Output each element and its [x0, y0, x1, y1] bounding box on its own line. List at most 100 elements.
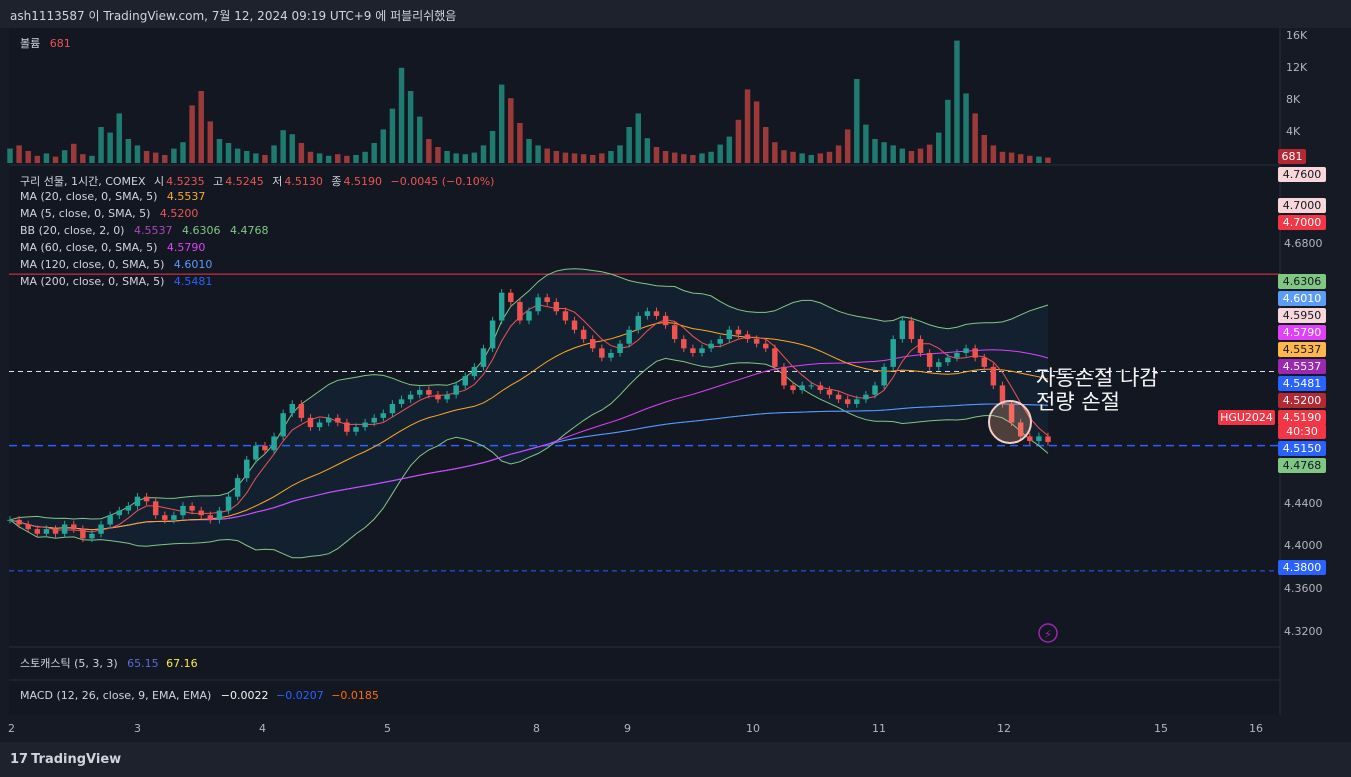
volume-bar: [744, 89, 751, 163]
price-badge: 4.6010: [1278, 291, 1326, 306]
volume-bar: [143, 151, 150, 163]
symbol-legend[interactable]: 구리 선물, 1시간, COMEX 시 4.5235 고 4.5245 저 4.513…: [18, 173, 494, 189]
ma20-legend[interactable]: MA (20, close, 0, SMA, 5) 4.5537: [18, 190, 205, 203]
bb-legend[interactable]: BB (20, close, 2, 0) 4.5537 4.6306 4.476…: [18, 224, 268, 237]
ma200-value: 4.5481: [173, 275, 213, 288]
price-badge: 4.7600: [1278, 167, 1326, 182]
tradingview-logo[interactable]: 17 TradingView: [10, 752, 121, 767]
volume-bar: [198, 91, 204, 163]
volume-bar: [489, 131, 496, 163]
volume-axis-label: 8K: [1286, 93, 1301, 106]
volume-bar: [262, 155, 268, 163]
volume-bar: [98, 127, 104, 163]
ma20-value: 4.5537: [166, 190, 206, 203]
volume-bar: [790, 151, 796, 163]
price-badge: 4.5950: [1278, 308, 1326, 323]
candle: [571, 320, 578, 330]
countdown-badge: 40:30: [1278, 424, 1326, 439]
candle: [708, 343, 714, 349]
price-axis-label: 4.4400: [1284, 497, 1323, 510]
volume-bar: [653, 147, 660, 163]
volume-bar: [635, 113, 641, 163]
candle: [1027, 436, 1033, 442]
candle: [107, 515, 113, 525]
open-value: 4.5235: [166, 175, 205, 188]
high-value: 4.5245: [225, 175, 264, 188]
time-axis-label: 16: [1249, 722, 1263, 735]
candle: [262, 445, 268, 451]
price-badge: 4.5537: [1278, 359, 1326, 374]
ma120-legend[interactable]: MA (120, close, 0, SMA, 5) 4.6010: [18, 258, 212, 271]
volume-bar: [854, 79, 860, 163]
candle: [735, 329, 742, 335]
ma60-value: 4.5790: [166, 241, 206, 254]
candle: [7, 519, 13, 521]
volume-bar: [471, 152, 478, 163]
volume-bar: [872, 139, 878, 163]
candle: [407, 394, 414, 400]
candle: [152, 501, 159, 516]
annotation-line1: 자동손절 나감: [1036, 366, 1159, 390]
candle: [681, 339, 687, 349]
ma60-legend[interactable]: MA (60, close, 0, SMA, 5) 4.5790: [18, 241, 205, 254]
volume-bar: [662, 151, 669, 163]
candle: [808, 385, 814, 387]
candle: [253, 445, 259, 460]
time-axis-label: 11: [872, 722, 886, 735]
low-value: 4.5130: [284, 175, 323, 188]
volume-bar: [398, 67, 405, 163]
volume-bar: [61, 150, 68, 163]
volume-bar: [890, 145, 896, 163]
candle: [653, 311, 660, 316]
annotation-line2: 전량 손절: [1036, 390, 1120, 414]
time-axis-label: 3: [134, 722, 141, 735]
candle: [553, 301, 560, 312]
volume-bar: [407, 91, 414, 163]
volume-bar: [1045, 157, 1051, 163]
candle: [125, 505, 132, 511]
bb-up-value: 4.6306: [181, 224, 221, 237]
volume-legend: 볼륨 681: [18, 35, 71, 51]
volume-bar: [817, 153, 824, 163]
volume-bar: [945, 99, 951, 163]
candle: [1045, 436, 1051, 442]
ma200-legend[interactable]: MA (200, close, 0, SMA, 5) 4.5481: [18, 275, 212, 288]
candle: [544, 297, 550, 302]
price-badge: 4.5790: [1278, 325, 1326, 340]
candle: [417, 390, 423, 395]
change-value: −0.0045 (−0.10%): [390, 175, 495, 188]
candle: [726, 329, 733, 340]
candle: [435, 394, 441, 400]
volume-bar: [34, 155, 41, 163]
candle: [1017, 422, 1024, 437]
volume-bar: [753, 101, 760, 163]
volume-bar: [16, 145, 22, 163]
candle: [325, 417, 332, 423]
ma200-label: MA (200, close, 0, SMA, 5): [20, 275, 165, 288]
price-badge: 4.7000: [1278, 198, 1326, 213]
volume-bar: [7, 148, 13, 163]
volume-bar: [644, 138, 651, 163]
stochastic-label: 스토캐스틱 (5, 3, 3): [20, 657, 118, 670]
candle: [189, 505, 195, 511]
brand-text: TradingView: [31, 752, 122, 767]
stochastic-legend[interactable]: 스토캐스틱 (5, 3, 3) 65.15 67.16: [18, 655, 198, 671]
volume-label: 볼륨: [20, 37, 41, 50]
volume-bar: [89, 155, 95, 163]
volume-bar: [580, 154, 587, 163]
macd-legend[interactable]: MACD (12, 26, close, 9, EMA, EMA) −0.002…: [18, 689, 379, 702]
candle: [936, 362, 942, 367]
time-axis-label: 12: [997, 722, 1011, 735]
volume-axis-label: 4K: [1286, 125, 1301, 138]
bollinger-lower-line: [9, 357, 1049, 559]
candle: [635, 315, 641, 330]
volume-bar: [189, 105, 195, 163]
volume-bar: [544, 148, 550, 163]
ma5-legend[interactable]: MA (5, close, 0, SMA, 5) 4.5200: [18, 207, 198, 220]
candle: [535, 297, 541, 312]
volume-bar: [863, 124, 869, 163]
header-bar: ash1113587 이 TradingView.com, 7월 12, 202…: [0, 0, 1351, 28]
bb-mid-value: 4.5537: [133, 224, 173, 237]
price-badge: 4.5190: [1278, 410, 1326, 425]
candle: [362, 422, 368, 428]
